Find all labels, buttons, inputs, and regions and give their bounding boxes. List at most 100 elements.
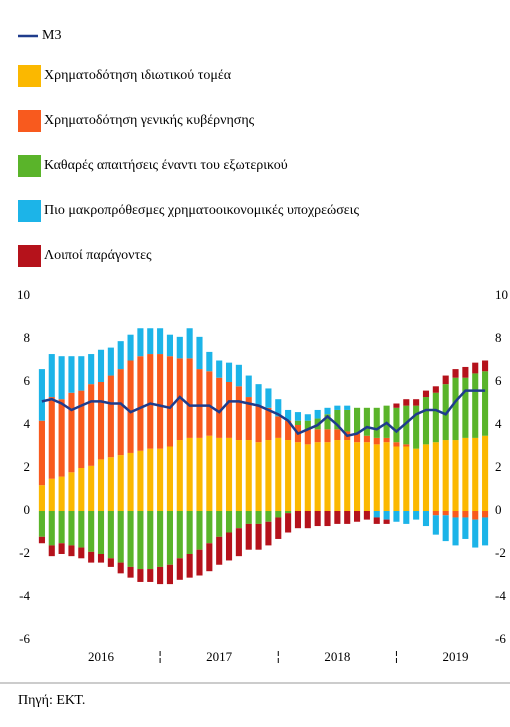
bar-segment [225,362,233,382]
bar-segment [88,511,95,552]
bar-segment [176,511,183,559]
y2-tick-label: 0 [495,502,502,517]
bar-segment [196,437,203,511]
bar-segment [294,511,302,529]
bar-segment [354,407,361,434]
bar-segment [373,407,380,438]
bar-segment [324,414,331,430]
bar-segment [196,336,203,370]
y-tick-label: 10 [17,287,30,302]
bar-segment [373,511,380,518]
y2-tick-label: -4 [495,588,506,603]
bar-segment [285,409,292,421]
legend-label: Χρηματοδότηση ιδιωτικού τομέα [44,68,232,83]
bar-segment [38,485,45,511]
bar-segment [38,420,45,486]
bar-segment [255,523,262,550]
bar-segment [285,513,292,533]
bar-segment [137,569,144,582]
bar-segment [196,369,203,438]
bar-segment [373,444,380,511]
bar-segment [68,472,75,511]
bar-segment [235,511,242,529]
bar-segment [442,440,449,511]
bar-segment [393,403,400,408]
bar-segment [265,521,272,546]
y-tick-label: 6 [24,373,31,388]
bar-segment [117,369,124,456]
bar-segment [393,511,400,522]
bar-segment [442,384,449,441]
bar-segment [255,384,262,406]
bar-segment [137,356,144,451]
bar-segment [462,511,469,518]
bar-segment [285,440,292,511]
bar-segment [137,450,144,511]
bar-segment [216,360,223,378]
bar-segment [482,360,489,372]
bar-segment [275,416,282,438]
bar-segment [107,347,114,376]
bar-segment [403,511,410,524]
bar-segment [324,407,331,415]
bar-segment [304,420,311,430]
bar-segment [285,420,292,441]
bar-segment [38,536,45,544]
bar-segment [48,478,55,511]
bar-segment [472,519,479,548]
bar-segment [97,459,105,511]
bar-segment [176,558,183,580]
bar-segment [206,351,213,372]
bar-segment [265,388,272,408]
bar-segment [68,545,75,557]
y2-tick-label: 4 [495,416,502,431]
bar-segment [38,369,45,421]
bar-segment [354,433,361,443]
bar-segment [117,562,124,574]
bar-segment [462,517,469,539]
bar-segment [137,328,144,357]
bar-segment [482,435,489,511]
y-tick-label: -4 [19,588,30,603]
bar-segment [334,429,341,441]
bar-segment [255,405,262,443]
bar-segment [472,511,479,520]
bar-segment [58,356,65,400]
bar-segment [294,420,302,425]
source: Πηγή: ΕΚΤ. [18,693,85,708]
bar-segment [225,532,233,561]
legend-swatch [18,245,41,267]
bar-segment [344,409,351,432]
bar-segment [265,511,272,522]
bar-segment [442,511,449,516]
bar-segment [462,377,469,438]
bar-segment [166,334,173,357]
y-tick-label: 2 [24,459,31,474]
y2-tick-label: 6 [495,373,502,388]
bar-segment [413,511,420,520]
bar-segment [422,397,430,445]
bar-segment [127,334,134,361]
bar-segment [206,435,213,511]
bar-segment [294,412,302,421]
bar-segment [97,382,105,460]
bar-segment [452,369,459,378]
x-tick-label: 2016 [88,649,115,664]
bar-segment [78,468,85,511]
bar-segment [452,377,459,441]
bar-segment [255,442,262,511]
legend-label: Χρηματοδότηση γενικής κυβέρνησης [44,113,255,128]
bar-segment [117,341,124,370]
bar-segment [58,511,65,544]
bar-segment [275,517,282,539]
legend-label: M3 [42,28,61,43]
y-tick-label: 0 [24,502,31,517]
bar-segment [482,511,489,518]
bar-segment [127,360,134,453]
bar-segment [452,517,459,546]
bar-segment [403,446,410,511]
bar-segment [275,399,282,417]
bar-segment [235,364,242,387]
bar-segment [58,476,65,511]
bar-segment [344,405,351,410]
